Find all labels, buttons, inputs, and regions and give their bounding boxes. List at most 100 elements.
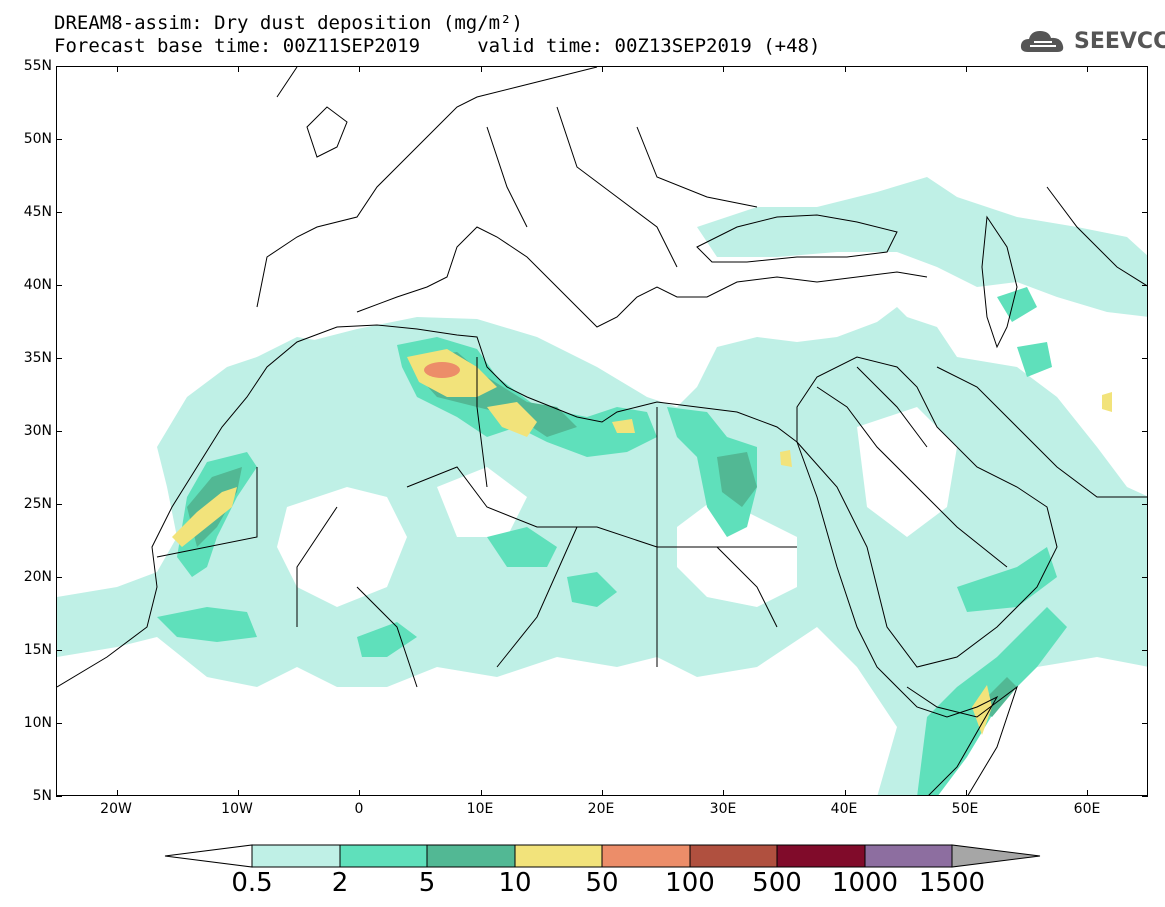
colorbar-level-label: 0.5 — [231, 868, 273, 898]
colorbar-over-triangle — [951, 844, 1041, 868]
lon-tick-label: 40E — [830, 801, 858, 817]
axis-tick — [966, 790, 967, 796]
colorbar-level-label: 50 — [585, 868, 619, 898]
axis-tick — [1087, 790, 1089, 796]
colorbar-under-triangle — [164, 844, 253, 868]
axis-tick — [56, 431, 62, 432]
dust-region-dark — [717, 452, 757, 507]
lat-tick-label: 15N — [23, 642, 52, 658]
lon-tick-label: 20E — [587, 801, 615, 817]
colorbar-level-label: 5 — [418, 868, 436, 898]
lon-tick-label: 50E — [951, 801, 979, 817]
coastline — [276, 67, 348, 158]
lon-tick-label: 30E — [709, 801, 737, 817]
dust-region-medium — [357, 622, 417, 657]
colorbar-swatch — [339, 844, 428, 868]
axis-tick — [1142, 796, 1148, 797]
axis-tick — [238, 790, 239, 796]
colorbar-level-label: 10 — [498, 868, 532, 898]
forecast-time-line: Forecast base time: 00Z11SEP2019 valid t… — [54, 35, 821, 57]
dust-region-high — [172, 487, 237, 547]
colorbar-level-label: 500 — [752, 868, 802, 898]
axis-tick — [1142, 66, 1148, 67]
colorbar-level-label: 1000 — [831, 868, 899, 898]
colorbar-swatch — [601, 844, 691, 868]
coastline — [57, 324, 999, 795]
axis-tick — [1142, 504, 1148, 505]
lon-tick-label: 10W — [221, 801, 253, 817]
clear-area — [437, 467, 527, 537]
axis-tick — [602, 66, 603, 72]
dust-region-high — [1102, 392, 1112, 412]
axis-tick — [602, 790, 603, 796]
axis-tick — [1142, 577, 1148, 578]
coastline — [906, 685, 1018, 795]
axis-tick — [116, 66, 118, 72]
axis-tick — [56, 139, 62, 140]
axis-tick — [1087, 66, 1089, 72]
dust-region-medium — [667, 407, 757, 537]
map-title: DREAM8-assim: Dry dust deposition (mg/m²… — [54, 12, 523, 34]
lat-tick-label: 30N — [23, 423, 52, 439]
dust-region-medium — [997, 287, 1037, 322]
country-border — [486, 106, 1147, 568]
axis-tick — [1142, 358, 1148, 359]
lat-tick-label: 40N — [23, 277, 52, 293]
axis-tick — [56, 358, 62, 359]
lon-tick-label: 10E — [466, 801, 494, 817]
lat-tick-label: 10N — [23, 715, 52, 731]
lat-tick-label: 25N — [23, 496, 52, 512]
coastline — [796, 356, 1058, 668]
lat-tick-label: 45N — [23, 204, 52, 220]
colorbar-legend — [164, 844, 1041, 868]
dust-region-medium — [567, 572, 617, 607]
coastlines-and-borders — [57, 67, 1147, 795]
dust-region-light — [237, 337, 377, 407]
lon-tick-label: 60E — [1073, 801, 1101, 817]
colorbar-swatch — [514, 844, 603, 868]
dust-deposition-map — [57, 67, 1147, 795]
axis-tick — [56, 723, 62, 724]
lat-tick-label: 50N — [23, 131, 52, 147]
lon-tick-label: 0 — [354, 801, 364, 817]
axis-tick — [56, 285, 62, 286]
colorbar-swatch — [776, 844, 866, 868]
axis-tick — [56, 577, 62, 578]
axis-tick — [1142, 285, 1148, 286]
map-panel — [56, 66, 1148, 796]
dust-region-medium — [157, 607, 257, 642]
axis-tick — [1142, 212, 1148, 213]
axis-tick — [56, 650, 62, 651]
coastline — [356, 226, 928, 328]
clear-area — [677, 497, 797, 607]
axis-tick — [359, 66, 361, 72]
dust-region-light — [697, 177, 1147, 317]
dust-region-high — [972, 685, 992, 735]
colorbar-swatch — [251, 844, 341, 868]
coastline — [256, 67, 598, 308]
dust-region-medium — [487, 527, 557, 567]
axis-tick — [723, 790, 725, 796]
axis-tick — [56, 66, 62, 67]
colorbar-swatch — [689, 844, 778, 868]
colorbar-swatch — [864, 844, 953, 868]
seevccc-logo: SEEVCCC — [1018, 26, 1165, 56]
clear-area — [857, 407, 957, 537]
axis-tick — [1142, 650, 1148, 651]
axis-tick — [844, 790, 846, 796]
dust-region-high — [487, 402, 537, 437]
axis-tick — [56, 212, 62, 213]
dust-region-medium — [1017, 342, 1052, 377]
colorbar-level-label: 2 — [331, 868, 349, 898]
lat-tick-label: 35N — [23, 350, 52, 366]
axis-tick — [359, 790, 361, 796]
axis-tick — [1142, 139, 1148, 140]
colorbar-level-label: 1500 — [918, 868, 986, 898]
axis-tick — [1142, 723, 1148, 724]
cloud-icon — [1020, 31, 1064, 52]
colorbar-swatch — [426, 844, 516, 868]
clear-area — [277, 487, 407, 607]
dust-region-high — [780, 450, 792, 467]
country-border — [156, 357, 797, 688]
dust-region-high — [612, 419, 635, 433]
